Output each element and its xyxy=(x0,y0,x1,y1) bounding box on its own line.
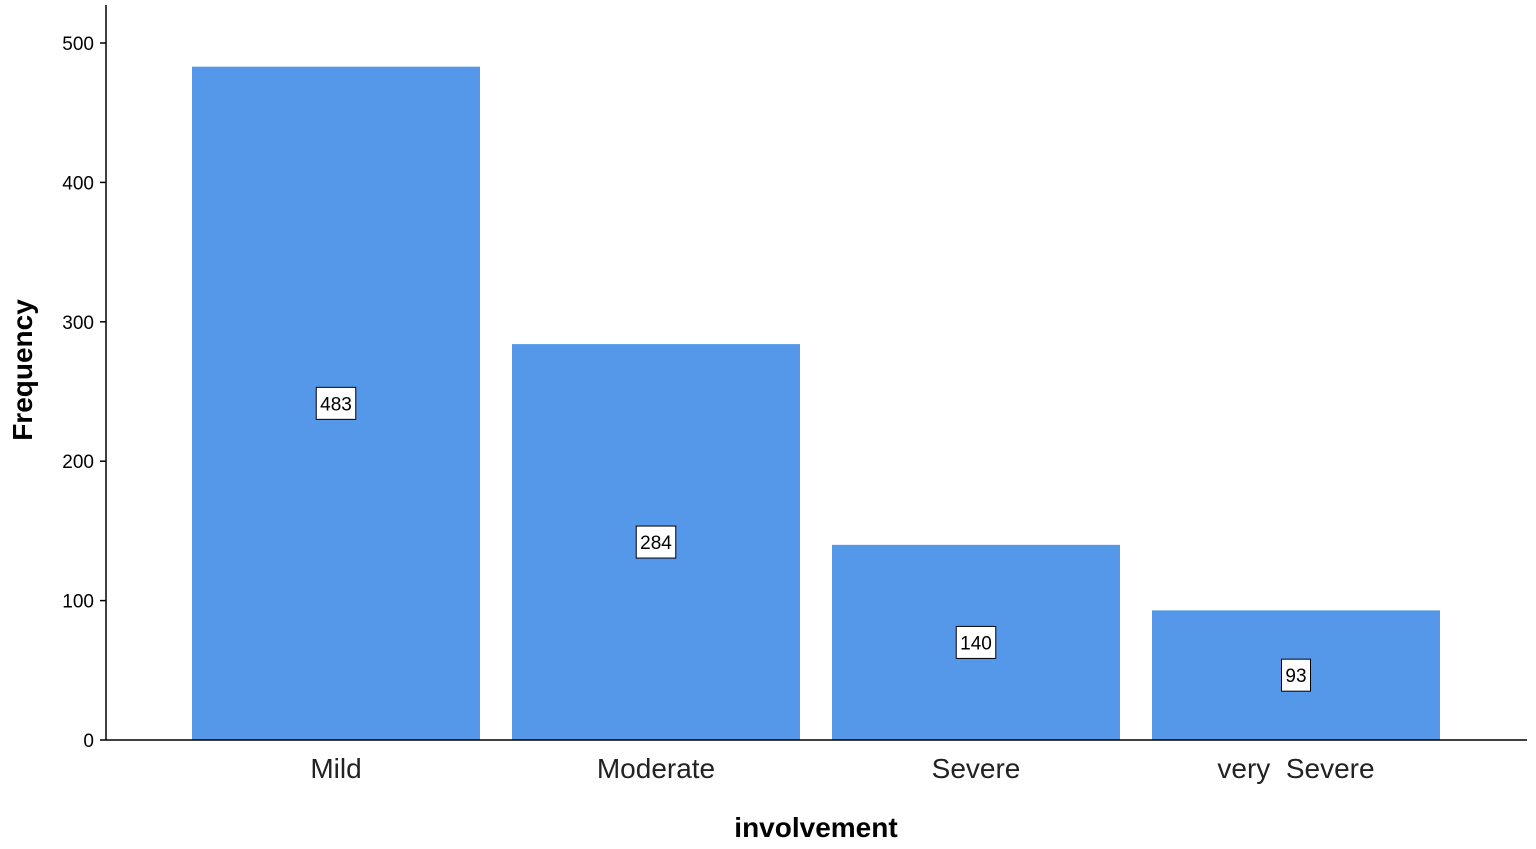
category-labels-group: Mild Moderate Severe very Severe xyxy=(310,753,1374,784)
data-label-box xyxy=(1281,658,1311,692)
category-label: very Severe xyxy=(1217,753,1374,784)
data-label: 140 xyxy=(960,633,992,654)
data-label-box xyxy=(315,386,357,420)
data-label: 93 xyxy=(1285,666,1306,687)
data-label: 483 xyxy=(320,394,352,415)
data-labels-group: 483 284 140 93 xyxy=(315,386,1311,692)
bars-group xyxy=(192,66,1440,740)
data-label-box xyxy=(635,525,677,559)
y-tick-label: 100 xyxy=(62,592,94,613)
category-label: Mild xyxy=(310,753,361,784)
x-axis-title: involvement xyxy=(734,812,897,843)
category-label: Moderate xyxy=(597,753,715,784)
y-axis-title: Frequency xyxy=(7,299,38,441)
y-tick-label: 300 xyxy=(62,313,94,334)
y-tick-label: 0 xyxy=(83,731,94,752)
y-axis-ticks: 0 100 200 300 400 500 xyxy=(62,34,106,752)
y-tick-label: 200 xyxy=(62,452,94,473)
data-label-box xyxy=(955,625,997,659)
data-label: 284 xyxy=(640,533,672,554)
y-tick-label: 400 xyxy=(62,173,94,194)
y-tick-label: 500 xyxy=(62,34,94,55)
category-label: Severe xyxy=(932,753,1021,784)
